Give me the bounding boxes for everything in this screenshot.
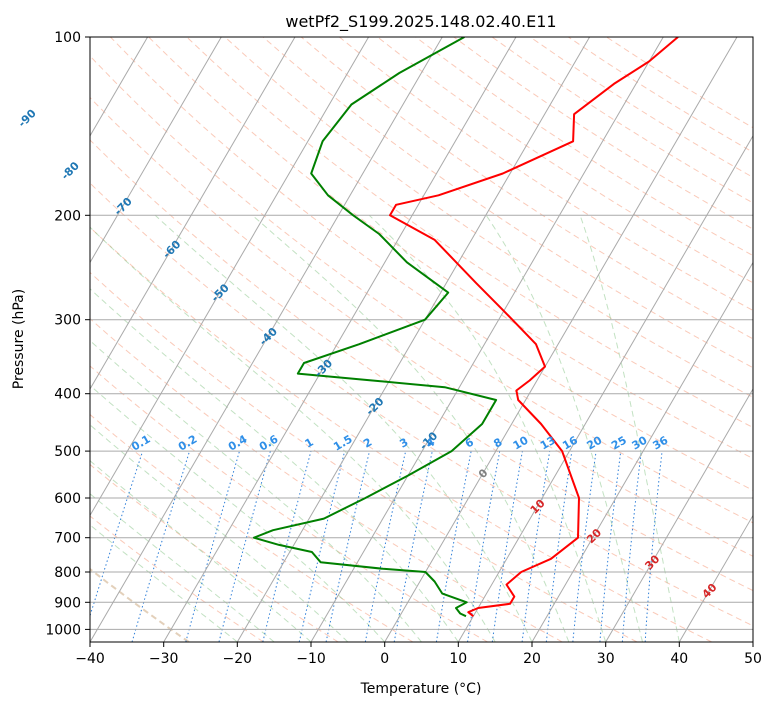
y-axis-label: Pressure (hPa) [11, 289, 27, 389]
mixing-ratio-line [262, 450, 312, 642]
moist-adiabat [90, 384, 386, 642]
x-tick-label: −10 [296, 651, 326, 667]
isotherm-line [457, 134, 753, 642]
y-tick-label: 300 [54, 313, 81, 329]
y-tick-label: 200 [54, 208, 81, 224]
moist-adiabat [90, 226, 496, 642]
y-axis-ticks: 100 200 300 400 500 600 700 800 900 1000 [45, 30, 90, 638]
isotherm-line [90, 37, 370, 517]
moist-adiabat [154, 214, 533, 642]
isotherm-line [310, 37, 664, 642]
dry-adiabat [90, 182, 753, 627]
moist-adiabat [90, 460, 312, 642]
y-tick-label: 800 [54, 565, 81, 581]
dry-adiabat [90, 365, 488, 642]
mixing-ratio-line [298, 450, 346, 642]
dry-adiabats [90, 37, 753, 642]
moist-adiabat [368, 214, 607, 642]
mixing-ratio-line [364, 450, 407, 642]
x-axis-ticks: −40 −30 −20 −10 0 10 20 30 40 50 [75, 642, 762, 667]
dry-adiabat [224, 37, 753, 398]
dry-adiabat [90, 567, 190, 642]
mixing-ratio-line [185, 450, 240, 642]
moist-adiabat [90, 288, 459, 642]
isotherm-line [90, 37, 443, 642]
x-tick-label: 40 [670, 651, 688, 667]
y-tick-label: 400 [54, 387, 81, 403]
isotherm-line [678, 514, 753, 642]
dry-adiabat [262, 37, 753, 369]
isotherm-line [236, 37, 591, 642]
x-tick-label: 50 [744, 651, 762, 667]
isotherm-grid [90, 37, 753, 642]
mixing-ratio-line [218, 450, 271, 642]
moist-adiabat [579, 215, 680, 642]
dewpoint-line [252, 37, 498, 618]
x-tick-label: −20 [223, 651, 253, 667]
mixing-ratio-line [572, 451, 597, 642]
mixing-ratio-line [644, 451, 663, 642]
isotherm-line [384, 37, 738, 642]
dry-adiabat [90, 139, 753, 592]
dry-adiabat [90, 515, 264, 642]
mixing-ratio-line [545, 451, 573, 642]
y-tick-label: 900 [54, 595, 81, 611]
mixing-ratio-line [521, 451, 551, 642]
dry-adiabat [90, 55, 753, 524]
isotherm-line [531, 261, 753, 642]
x-tick-label: 10 [449, 651, 467, 667]
isotherm-line [163, 37, 517, 642]
moist-adiabat [90, 424, 349, 642]
plot-frame [89, 36, 754, 643]
dry-adiabat [90, 226, 712, 642]
x-tick-label: −30 [149, 651, 179, 667]
y-tick-label: 500 [54, 444, 81, 460]
dry-adiabat [377, 37, 753, 284]
x-axis-label: Temperature (°C) [360, 681, 482, 697]
isobar-grid [90, 37, 753, 630]
x-tick-label: 30 [597, 651, 615, 667]
y-tick-label: 600 [54, 491, 81, 507]
mixing-ratio-line [621, 451, 642, 642]
mixing-ratio-line [599, 451, 622, 642]
dry-adiabat [110, 37, 753, 491]
y-tick-label: 100 [54, 30, 81, 46]
chart-title: wetPf2_S199.2025.148.02.40.E11 [285, 12, 556, 32]
moist-adiabat [90, 339, 422, 642]
temperature-line [389, 37, 679, 617]
moist-adiabat [90, 493, 275, 642]
plot-area [90, 37, 753, 642]
sounding-series [252, 37, 679, 618]
moist-adiabat [485, 215, 643, 642]
dry-adiabat [90, 413, 414, 642]
moist-adiabat [90, 524, 238, 642]
x-tick-label: −40 [75, 651, 105, 667]
isotherm-line [90, 37, 222, 264]
mixing-ratio-line [491, 451, 523, 642]
isotherm-line [90, 37, 296, 391]
y-tick-label: 1000 [45, 622, 81, 638]
mixing-ratio-lines [90, 450, 663, 642]
y-tick-label: 700 [54, 531, 81, 547]
isotherm-line [605, 388, 753, 642]
x-tick-label: 20 [523, 651, 541, 667]
mixing-ratio-line [131, 450, 190, 642]
x-tick-label: 0 [380, 651, 389, 667]
